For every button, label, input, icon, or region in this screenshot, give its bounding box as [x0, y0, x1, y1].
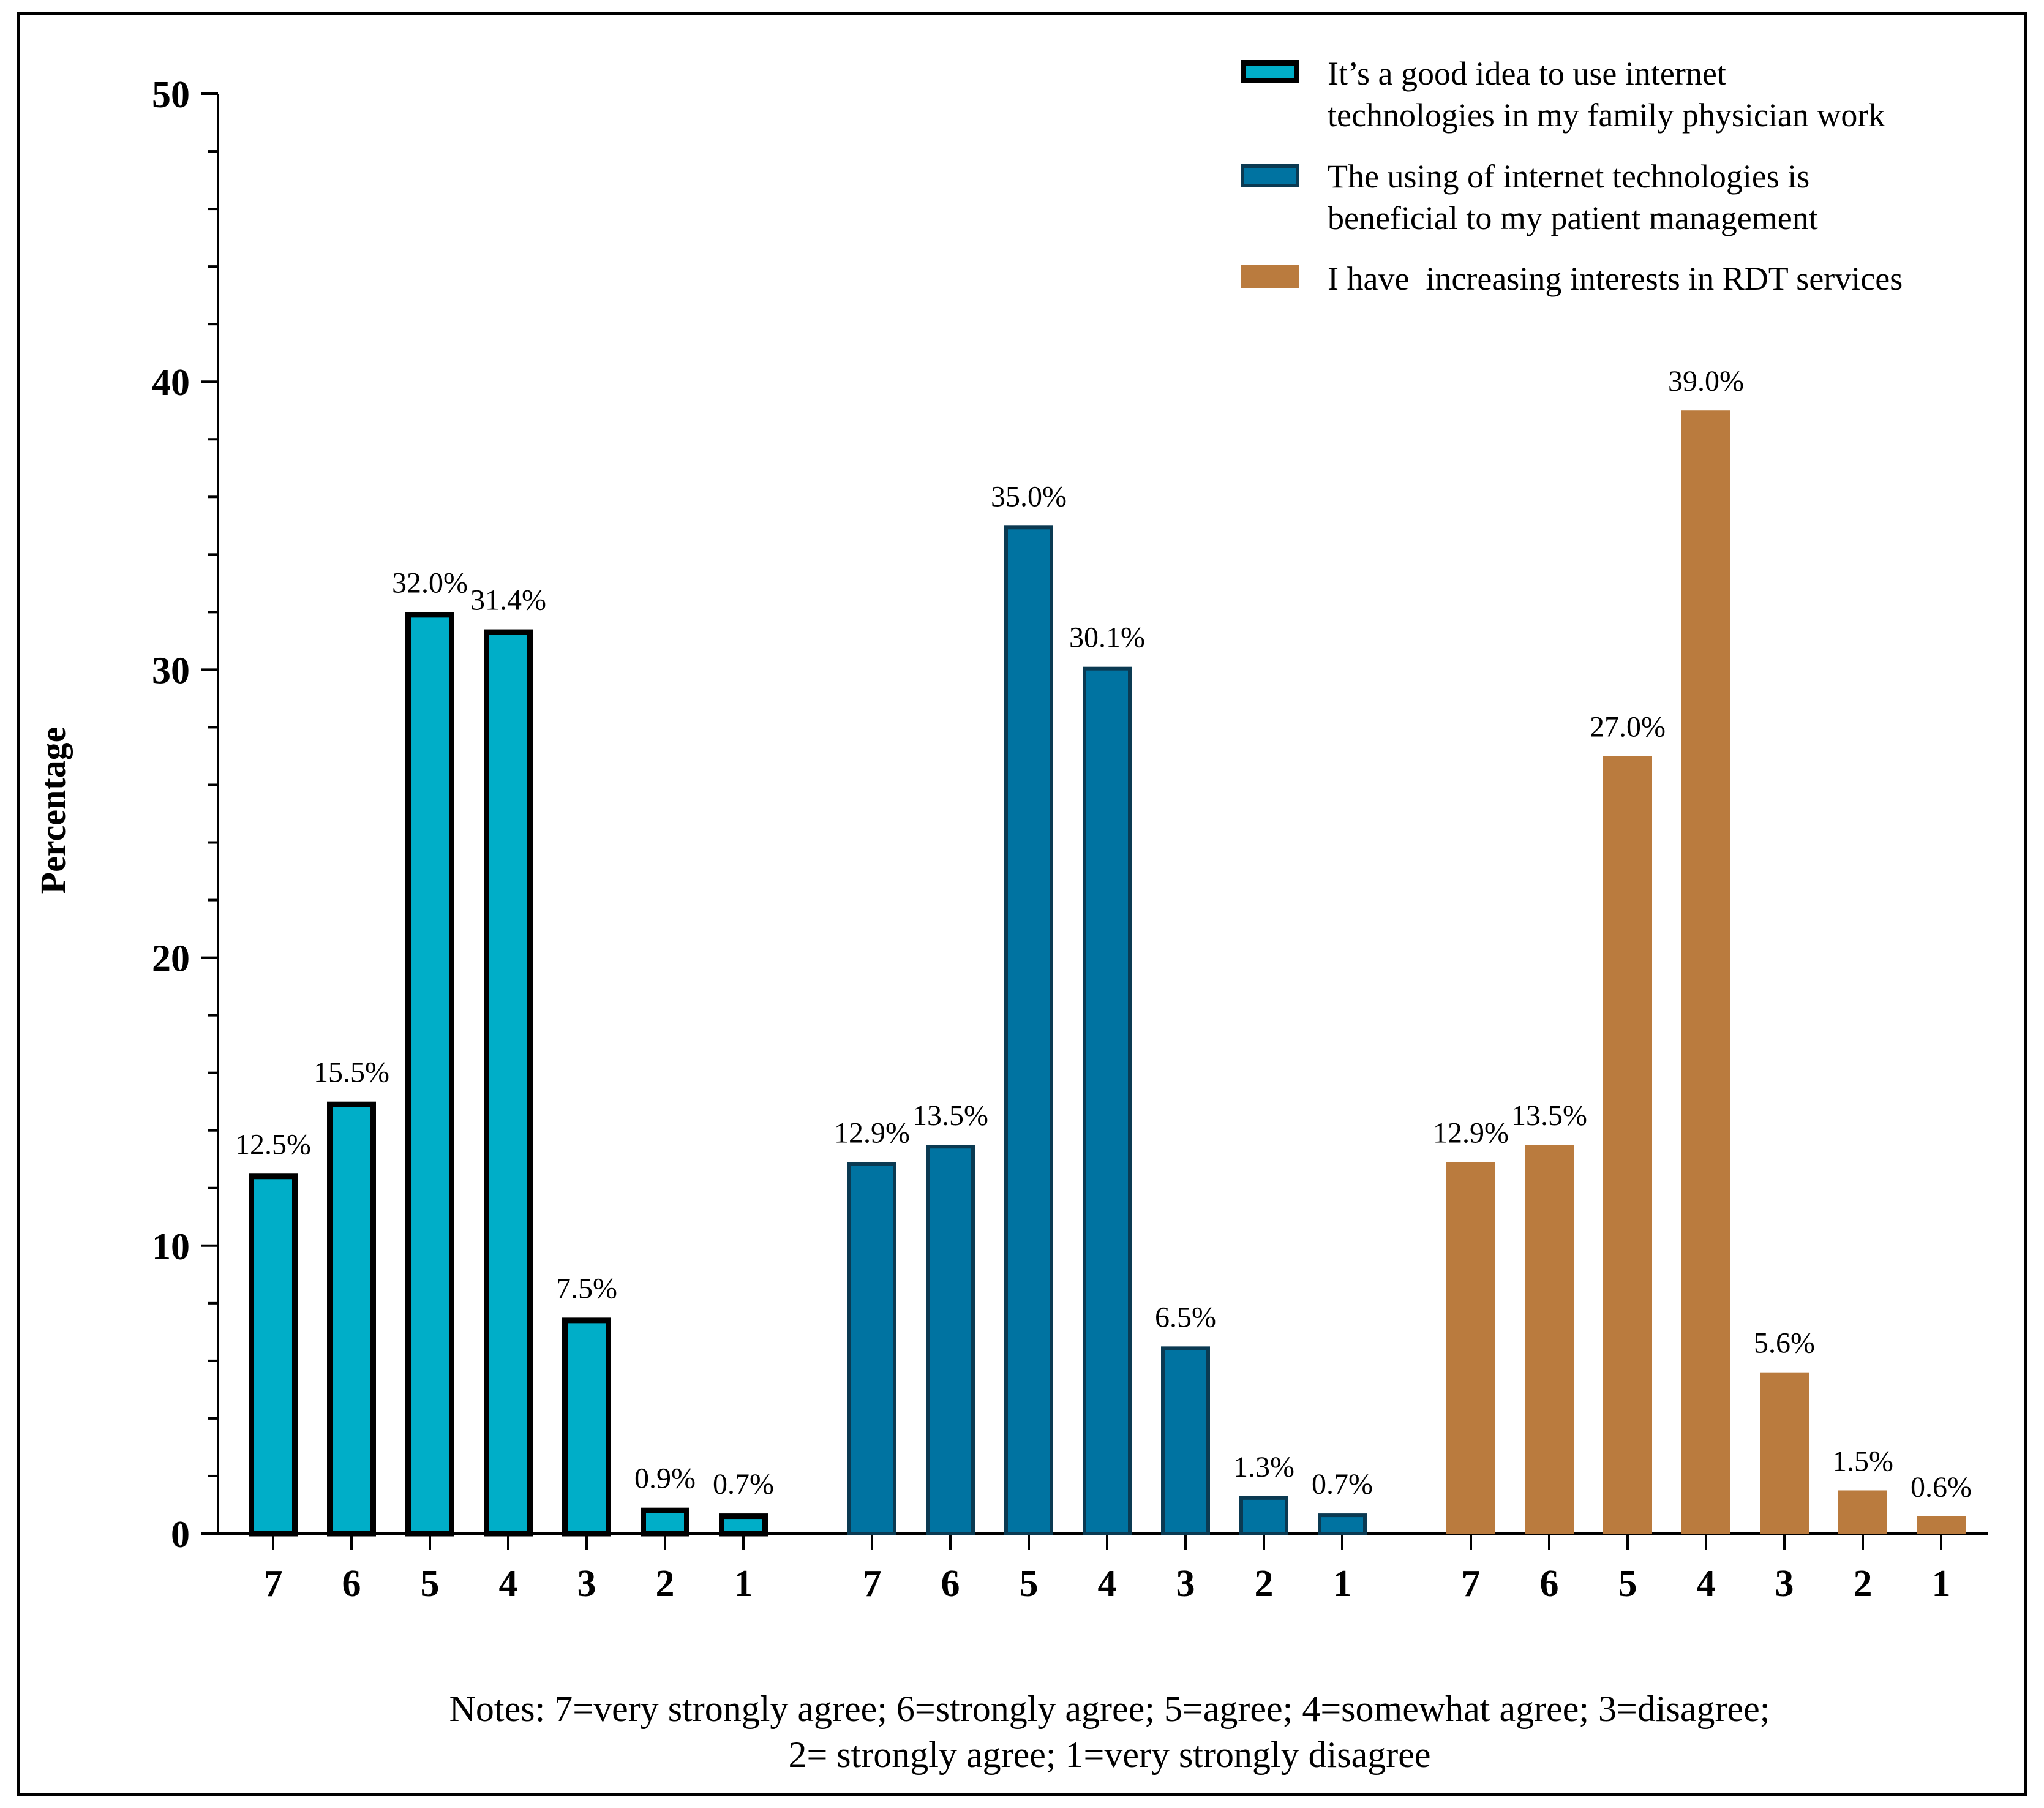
data-label: 7.5%: [556, 1272, 617, 1305]
bars: 12.5%15.5%32.0%31.4%7.5%0.9% 0.7%12.9%13.…: [235, 365, 1972, 1537]
legend: It’s a good idea to use internet technolo…: [1241, 55, 1903, 297]
bar-series-3-cat-3: [1760, 1372, 1809, 1534]
data-label: 27.0%: [1590, 710, 1666, 743]
bar-series-2-cat-6: [926, 1145, 975, 1535]
bar-series-3-cat-1: [1917, 1516, 1966, 1534]
x-tick-label: 7: [1462, 1563, 1481, 1605]
data-label: 39.0%: [1668, 365, 1744, 397]
y-tick-label: 50: [152, 74, 190, 116]
bar-series-3-cat-6: [1525, 1145, 1574, 1534]
y-tick-label: 20: [152, 938, 190, 980]
bar-series-1-cat-6: [327, 1101, 376, 1537]
legend-label-2: beneficial to my patient management: [1328, 200, 1818, 236]
data-label: 13.5%: [1511, 1099, 1587, 1132]
x-tick-label: 4: [1098, 1563, 1117, 1605]
bar-series-2-cat-4: [1083, 666, 1132, 1535]
bar-series-3-cat-7: [1446, 1162, 1495, 1534]
x-tick-label: 5: [1618, 1563, 1637, 1605]
bar-series-1-cat-4: [484, 629, 533, 1537]
x-tick-label: 5: [421, 1563, 440, 1605]
y-tick-label: 10: [152, 1226, 190, 1268]
data-label: 32.0%: [392, 567, 468, 599]
data-label: 1.5%: [1832, 1445, 1893, 1477]
x-tick-label: 3: [1176, 1563, 1195, 1605]
y-tick-label: 30: [152, 650, 190, 691]
x-tick-label: 1: [734, 1563, 753, 1605]
x-tick-label: 6: [1540, 1563, 1559, 1605]
data-label: 35.0%: [991, 480, 1067, 513]
bar-series-3-cat-4: [1681, 410, 1730, 1534]
data-label: 1.3%: [1233, 1451, 1294, 1483]
data-label: 12.5%: [235, 1128, 311, 1161]
x-tick-label: 6: [941, 1563, 960, 1605]
data-label: 12.9%: [1433, 1117, 1509, 1149]
x-tick-label: 2: [1255, 1563, 1274, 1605]
legend-label-2: The using of internet technologies is: [1328, 158, 1809, 195]
data-label: 0.7%: [1312, 1468, 1373, 1501]
data-label: 31.4%: [470, 584, 546, 617]
notes-line-1: Notes: 7=very strongly agree; 6=strongly…: [449, 1689, 1770, 1729]
notes-line-2: 2= strongly agree; 1=very strongly disag…: [788, 1735, 1430, 1775]
data-label: 0.6%: [1911, 1471, 1972, 1504]
x-tick-label: 3: [1775, 1563, 1794, 1605]
bar-series-1-cat-7: [249, 1173, 298, 1537]
bar-series-2-cat-2: [1239, 1496, 1288, 1536]
data-label: 0.7%: [713, 1468, 774, 1501]
x-tick-label: 6: [342, 1563, 361, 1605]
legend-swatch-2: [1241, 164, 1299, 187]
bar-series-3-cat-5: [1603, 756, 1652, 1534]
data-label: 5.6%: [1754, 1327, 1815, 1360]
bar-series-1-cat-5: [405, 612, 454, 1537]
x-tick-label: 3: [577, 1563, 596, 1605]
x-tick-label: 2: [1854, 1563, 1873, 1605]
bar-series-1-cat-3: [562, 1317, 611, 1537]
bar-series-1-cat-2: [641, 1507, 689, 1537]
bar-series-2-cat-7: [847, 1162, 896, 1535]
bar-series-3-cat-2: [1838, 1490, 1887, 1534]
x-tick-label: 5: [1020, 1563, 1039, 1605]
x-tick-label: 1: [1333, 1563, 1352, 1605]
legend-label-1: technologies in my family physician work: [1328, 97, 1885, 134]
legend-label-3: I have increasing interests in RDT servi…: [1328, 260, 1903, 297]
data-label: 12.9%: [834, 1117, 910, 1149]
x-tick-label: 1: [1932, 1563, 1951, 1605]
data-label: 30.1%: [1069, 622, 1145, 654]
data-label: 15.5%: [314, 1057, 389, 1089]
legend-swatch-1: [1241, 60, 1299, 83]
bar-series-2-cat-1: [1318, 1513, 1367, 1535]
legend-swatch-3: [1241, 265, 1299, 288]
y-tick-label: 40: [152, 362, 190, 404]
bar-series-2-cat-3: [1161, 1346, 1210, 1536]
y-tick-label: 0: [171, 1514, 190, 1556]
bar-series-1-cat-1: [719, 1513, 768, 1537]
bar-series-2-cat-5: [1004, 525, 1053, 1535]
data-label: 13.5%: [912, 1099, 988, 1132]
x-tick-label: 4: [1697, 1563, 1716, 1605]
data-label: 6.5%: [1155, 1301, 1216, 1333]
data-label: 0.9%: [634, 1463, 696, 1495]
x-tick-label: 7: [863, 1563, 882, 1605]
x-tick-label: 2: [656, 1563, 675, 1605]
x-tick-label: 7: [264, 1563, 283, 1605]
x-tick-label: 4: [499, 1563, 518, 1605]
y-axis-label: Percentage: [33, 727, 73, 894]
legend-label-1: It’s a good idea to use internet: [1328, 55, 1726, 92]
